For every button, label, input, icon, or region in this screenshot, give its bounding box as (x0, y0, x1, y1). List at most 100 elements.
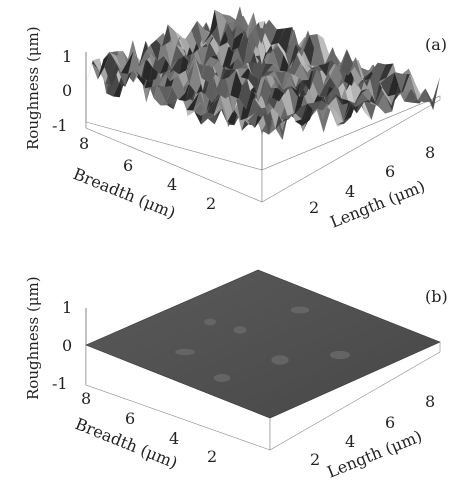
surface-facet (319, 71, 334, 106)
panel-b-xlabel: Length (μm) (324, 426, 424, 480)
surface-facet (188, 55, 202, 79)
panel-a-xlabel: Length (μm) (327, 176, 427, 231)
panel-b-ytick-6: 6 (125, 409, 135, 428)
surface-facet (219, 59, 233, 70)
panel-a-xtick-4: 4 (345, 182, 355, 201)
surface-facet (220, 93, 234, 122)
surface-facet (214, 95, 228, 122)
panel-b-ytick-8: 8 (81, 389, 91, 408)
panel-a-ytick-2: 2 (206, 194, 216, 213)
panel-b-ztick-1: 1 (62, 298, 72, 317)
panel-a-zlabel: Roughness (μm) (24, 26, 42, 150)
surface-facet (115, 61, 129, 74)
surface-facet (133, 68, 147, 103)
surface-facet (247, 12, 262, 45)
surface-facet (290, 63, 305, 97)
surface-facet (173, 36, 187, 57)
surface-bump (203, 318, 217, 326)
panel-b: 1 0 -1 Roughness (μm) 8 6 4 2 Breadth (μ… (24, 269, 448, 480)
surface-facet (207, 109, 222, 125)
surface-facet (281, 64, 296, 88)
surface-facet (318, 47, 333, 77)
panel-a-xtick-6: 6 (385, 162, 395, 181)
surface-facet (171, 66, 185, 100)
surface-facet (247, 97, 262, 118)
surface-facet (109, 51, 123, 70)
panel-a-ztick-neg1: -1 (52, 116, 68, 135)
panel-a-ztick-0: 0 (62, 81, 72, 100)
panel-a-ytick-4: 4 (167, 175, 177, 194)
surface-facet (97, 52, 111, 80)
panel-b-surface-features (175, 306, 350, 382)
surface-facet (334, 77, 349, 105)
panel-b-ztick-0: 0 (62, 336, 72, 355)
surface-facet (167, 24, 181, 52)
surface-facet (186, 91, 200, 111)
surface-facet (265, 47, 280, 71)
surface-facet (164, 55, 178, 70)
surface-facet (259, 63, 274, 79)
surface-facet (270, 28, 285, 45)
surface-facet (92, 58, 106, 84)
surface-bump (330, 350, 350, 360)
surface-facet (91, 63, 105, 80)
panel-a: 1 0 -1 Roughness (μm) 8 6 4 2 Breadth (μ… (24, 6, 447, 232)
surface-facet (294, 103, 309, 120)
surface-bump (290, 306, 310, 314)
surface-facet (99, 58, 113, 94)
surface-facet (361, 70, 376, 103)
surface-facet (294, 63, 309, 81)
surface-facet (220, 21, 234, 42)
surface-bump (271, 355, 289, 365)
surface-facet (357, 71, 372, 87)
surface-facet (306, 59, 320, 71)
surface-facet (309, 106, 324, 133)
surface-facet (226, 6, 240, 39)
surface-facet (359, 64, 374, 87)
surface-facet (327, 71, 342, 106)
surface-facet (86, 60, 99, 85)
surface-bump (213, 374, 231, 382)
surface-facet (329, 97, 344, 121)
surface-facet (178, 76, 192, 102)
surface-facet (134, 50, 147, 78)
surface-facet (207, 95, 221, 115)
panel-b-xtick-4: 4 (345, 432, 355, 451)
surface-facet (347, 92, 363, 107)
surface-facet (386, 63, 402, 93)
surface-facet (214, 104, 228, 125)
panel-a-right-face (261, 95, 441, 203)
surface-facet (177, 66, 192, 94)
surface-facet (263, 19, 277, 45)
surface-facet (283, 53, 297, 69)
surface-facet (189, 58, 203, 94)
surface-facet (371, 62, 386, 82)
panel-b-xtick-8: 8 (425, 392, 435, 411)
surface-facet (157, 33, 171, 67)
surface-facet (384, 85, 399, 112)
surface-facet (197, 20, 211, 45)
panel-b-xtick-6: 6 (385, 413, 395, 432)
surface-facet (268, 71, 282, 87)
surface-facet (111, 51, 125, 87)
surface-facet (355, 92, 370, 107)
surface-facet (354, 88, 369, 104)
surface-facet (307, 100, 322, 112)
surface-bump (175, 348, 195, 356)
surface-facet (193, 91, 207, 112)
surface-facet (182, 32, 196, 62)
surface-facet (257, 67, 271, 88)
panel-b-zlabel: Roughness (μm) (24, 276, 42, 400)
surface-facet (240, 50, 255, 80)
panel-a-surface (86, 6, 440, 141)
surface-facet (281, 40, 296, 67)
panel-a-label: (a) (425, 35, 447, 54)
surface-facet (310, 34, 325, 66)
panel-b-ytick-4: 4 (169, 429, 179, 448)
surface-facet (163, 64, 177, 82)
panel-a-xtick-8: 8 (425, 143, 435, 162)
surface-facet (278, 27, 293, 54)
panel-b-ztick-neg1: -1 (52, 374, 68, 393)
surface-facet (166, 91, 180, 110)
panel-a-xtick-2: 2 (309, 198, 319, 217)
